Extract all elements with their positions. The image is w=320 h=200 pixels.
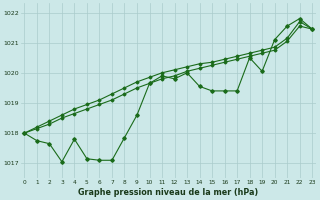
X-axis label: Graphe pression niveau de la mer (hPa): Graphe pression niveau de la mer (hPa)	[78, 188, 258, 197]
